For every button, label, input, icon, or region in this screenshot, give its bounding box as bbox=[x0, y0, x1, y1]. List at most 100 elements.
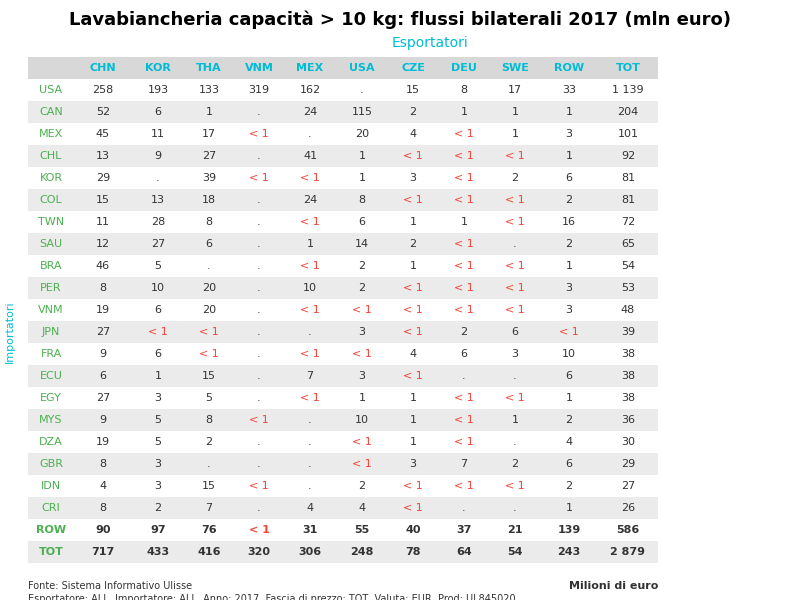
Text: 28: 28 bbox=[151, 217, 165, 227]
Text: < 1: < 1 bbox=[148, 327, 168, 337]
Text: 1: 1 bbox=[566, 393, 573, 403]
Text: KOR: KOR bbox=[145, 63, 171, 73]
Text: Fonte: Sistema Informativo Ulisse: Fonte: Sistema Informativo Ulisse bbox=[28, 581, 192, 591]
Bar bbox=[28, 277, 658, 299]
Text: < 1: < 1 bbox=[505, 261, 525, 271]
Text: .: . bbox=[257, 239, 261, 249]
Text: .: . bbox=[257, 107, 261, 117]
Text: < 1: < 1 bbox=[403, 327, 423, 337]
Text: CZE: CZE bbox=[401, 63, 425, 73]
Text: 8: 8 bbox=[99, 459, 106, 469]
Text: 65: 65 bbox=[621, 239, 635, 249]
Text: 1: 1 bbox=[511, 107, 518, 117]
Text: 101: 101 bbox=[618, 129, 638, 139]
Text: COL: COL bbox=[40, 195, 62, 205]
Text: Milioni di euro: Milioni di euro bbox=[569, 581, 658, 591]
Text: 9: 9 bbox=[154, 151, 162, 161]
Text: < 1: < 1 bbox=[454, 305, 474, 315]
Text: < 1: < 1 bbox=[403, 503, 423, 513]
Text: 7: 7 bbox=[461, 459, 467, 469]
Text: GBR: GBR bbox=[39, 459, 63, 469]
Text: 319: 319 bbox=[249, 85, 270, 95]
Text: 37: 37 bbox=[456, 525, 472, 535]
Text: .: . bbox=[257, 459, 261, 469]
Text: 1: 1 bbox=[566, 151, 573, 161]
Bar bbox=[28, 211, 658, 233]
Text: SWE: SWE bbox=[501, 63, 529, 73]
Text: 2: 2 bbox=[206, 437, 213, 447]
Bar bbox=[28, 343, 658, 365]
Text: 41: 41 bbox=[303, 151, 317, 161]
Text: < 1: < 1 bbox=[505, 195, 525, 205]
Text: 15: 15 bbox=[202, 481, 216, 491]
Text: .: . bbox=[257, 327, 261, 337]
Text: MEX: MEX bbox=[296, 63, 324, 73]
Text: < 1: < 1 bbox=[454, 195, 474, 205]
Text: .: . bbox=[308, 481, 312, 491]
Text: 2 879: 2 879 bbox=[610, 547, 646, 557]
Text: .: . bbox=[308, 129, 312, 139]
Text: 6: 6 bbox=[358, 217, 366, 227]
Text: < 1: < 1 bbox=[352, 459, 372, 469]
Text: 53: 53 bbox=[621, 283, 635, 293]
Text: 9: 9 bbox=[99, 415, 106, 425]
Text: 3: 3 bbox=[410, 459, 417, 469]
Text: CRI: CRI bbox=[42, 503, 60, 513]
Bar bbox=[28, 365, 658, 387]
Text: < 1: < 1 bbox=[454, 437, 474, 447]
Text: .: . bbox=[308, 415, 312, 425]
Text: < 1: < 1 bbox=[454, 151, 474, 161]
Text: PER: PER bbox=[40, 283, 62, 293]
Text: 1: 1 bbox=[511, 415, 518, 425]
Text: 54: 54 bbox=[507, 547, 522, 557]
Text: 1: 1 bbox=[358, 393, 366, 403]
Text: < 1: < 1 bbox=[352, 349, 372, 359]
Text: 2: 2 bbox=[511, 173, 518, 183]
Text: .: . bbox=[257, 349, 261, 359]
Text: .: . bbox=[257, 305, 261, 315]
Text: 38: 38 bbox=[621, 393, 635, 403]
Text: < 1: < 1 bbox=[300, 173, 320, 183]
Text: 21: 21 bbox=[507, 525, 522, 535]
Text: 2: 2 bbox=[461, 327, 467, 337]
Text: 14: 14 bbox=[355, 239, 369, 249]
Text: < 1: < 1 bbox=[352, 437, 372, 447]
Text: < 1: < 1 bbox=[403, 371, 423, 381]
Text: 64: 64 bbox=[456, 547, 472, 557]
Text: 1: 1 bbox=[566, 261, 573, 271]
Text: 15: 15 bbox=[96, 195, 110, 205]
Text: 3: 3 bbox=[566, 129, 573, 139]
Text: 3: 3 bbox=[358, 371, 366, 381]
Text: .: . bbox=[308, 327, 312, 337]
Text: 38: 38 bbox=[621, 371, 635, 381]
Text: 4: 4 bbox=[99, 481, 106, 491]
Text: 11: 11 bbox=[96, 217, 110, 227]
Text: 2: 2 bbox=[358, 283, 366, 293]
Text: DEU: DEU bbox=[451, 63, 477, 73]
Text: < 1: < 1 bbox=[454, 173, 474, 183]
Text: 38: 38 bbox=[621, 349, 635, 359]
Text: .: . bbox=[257, 393, 261, 403]
Text: Importatori: Importatori bbox=[5, 301, 15, 364]
Text: 6: 6 bbox=[99, 371, 106, 381]
Text: 55: 55 bbox=[354, 525, 370, 535]
Text: SAU: SAU bbox=[39, 239, 62, 249]
Text: 2: 2 bbox=[358, 481, 366, 491]
Text: 1: 1 bbox=[410, 217, 417, 227]
Text: 3: 3 bbox=[154, 393, 162, 403]
Text: THA: THA bbox=[196, 63, 222, 73]
Text: MYS: MYS bbox=[39, 415, 62, 425]
Text: .: . bbox=[257, 217, 261, 227]
Text: Esportatori: Esportatori bbox=[392, 36, 468, 50]
Text: 8: 8 bbox=[358, 195, 366, 205]
Text: 248: 248 bbox=[350, 547, 374, 557]
Text: 24: 24 bbox=[303, 107, 317, 117]
Text: 33: 33 bbox=[562, 85, 576, 95]
Text: 6: 6 bbox=[154, 305, 162, 315]
Text: 36: 36 bbox=[621, 415, 635, 425]
Text: < 1: < 1 bbox=[199, 327, 219, 337]
Bar bbox=[28, 145, 658, 167]
Text: 8: 8 bbox=[461, 85, 467, 95]
Text: < 1: < 1 bbox=[505, 305, 525, 315]
Text: 31: 31 bbox=[302, 525, 318, 535]
